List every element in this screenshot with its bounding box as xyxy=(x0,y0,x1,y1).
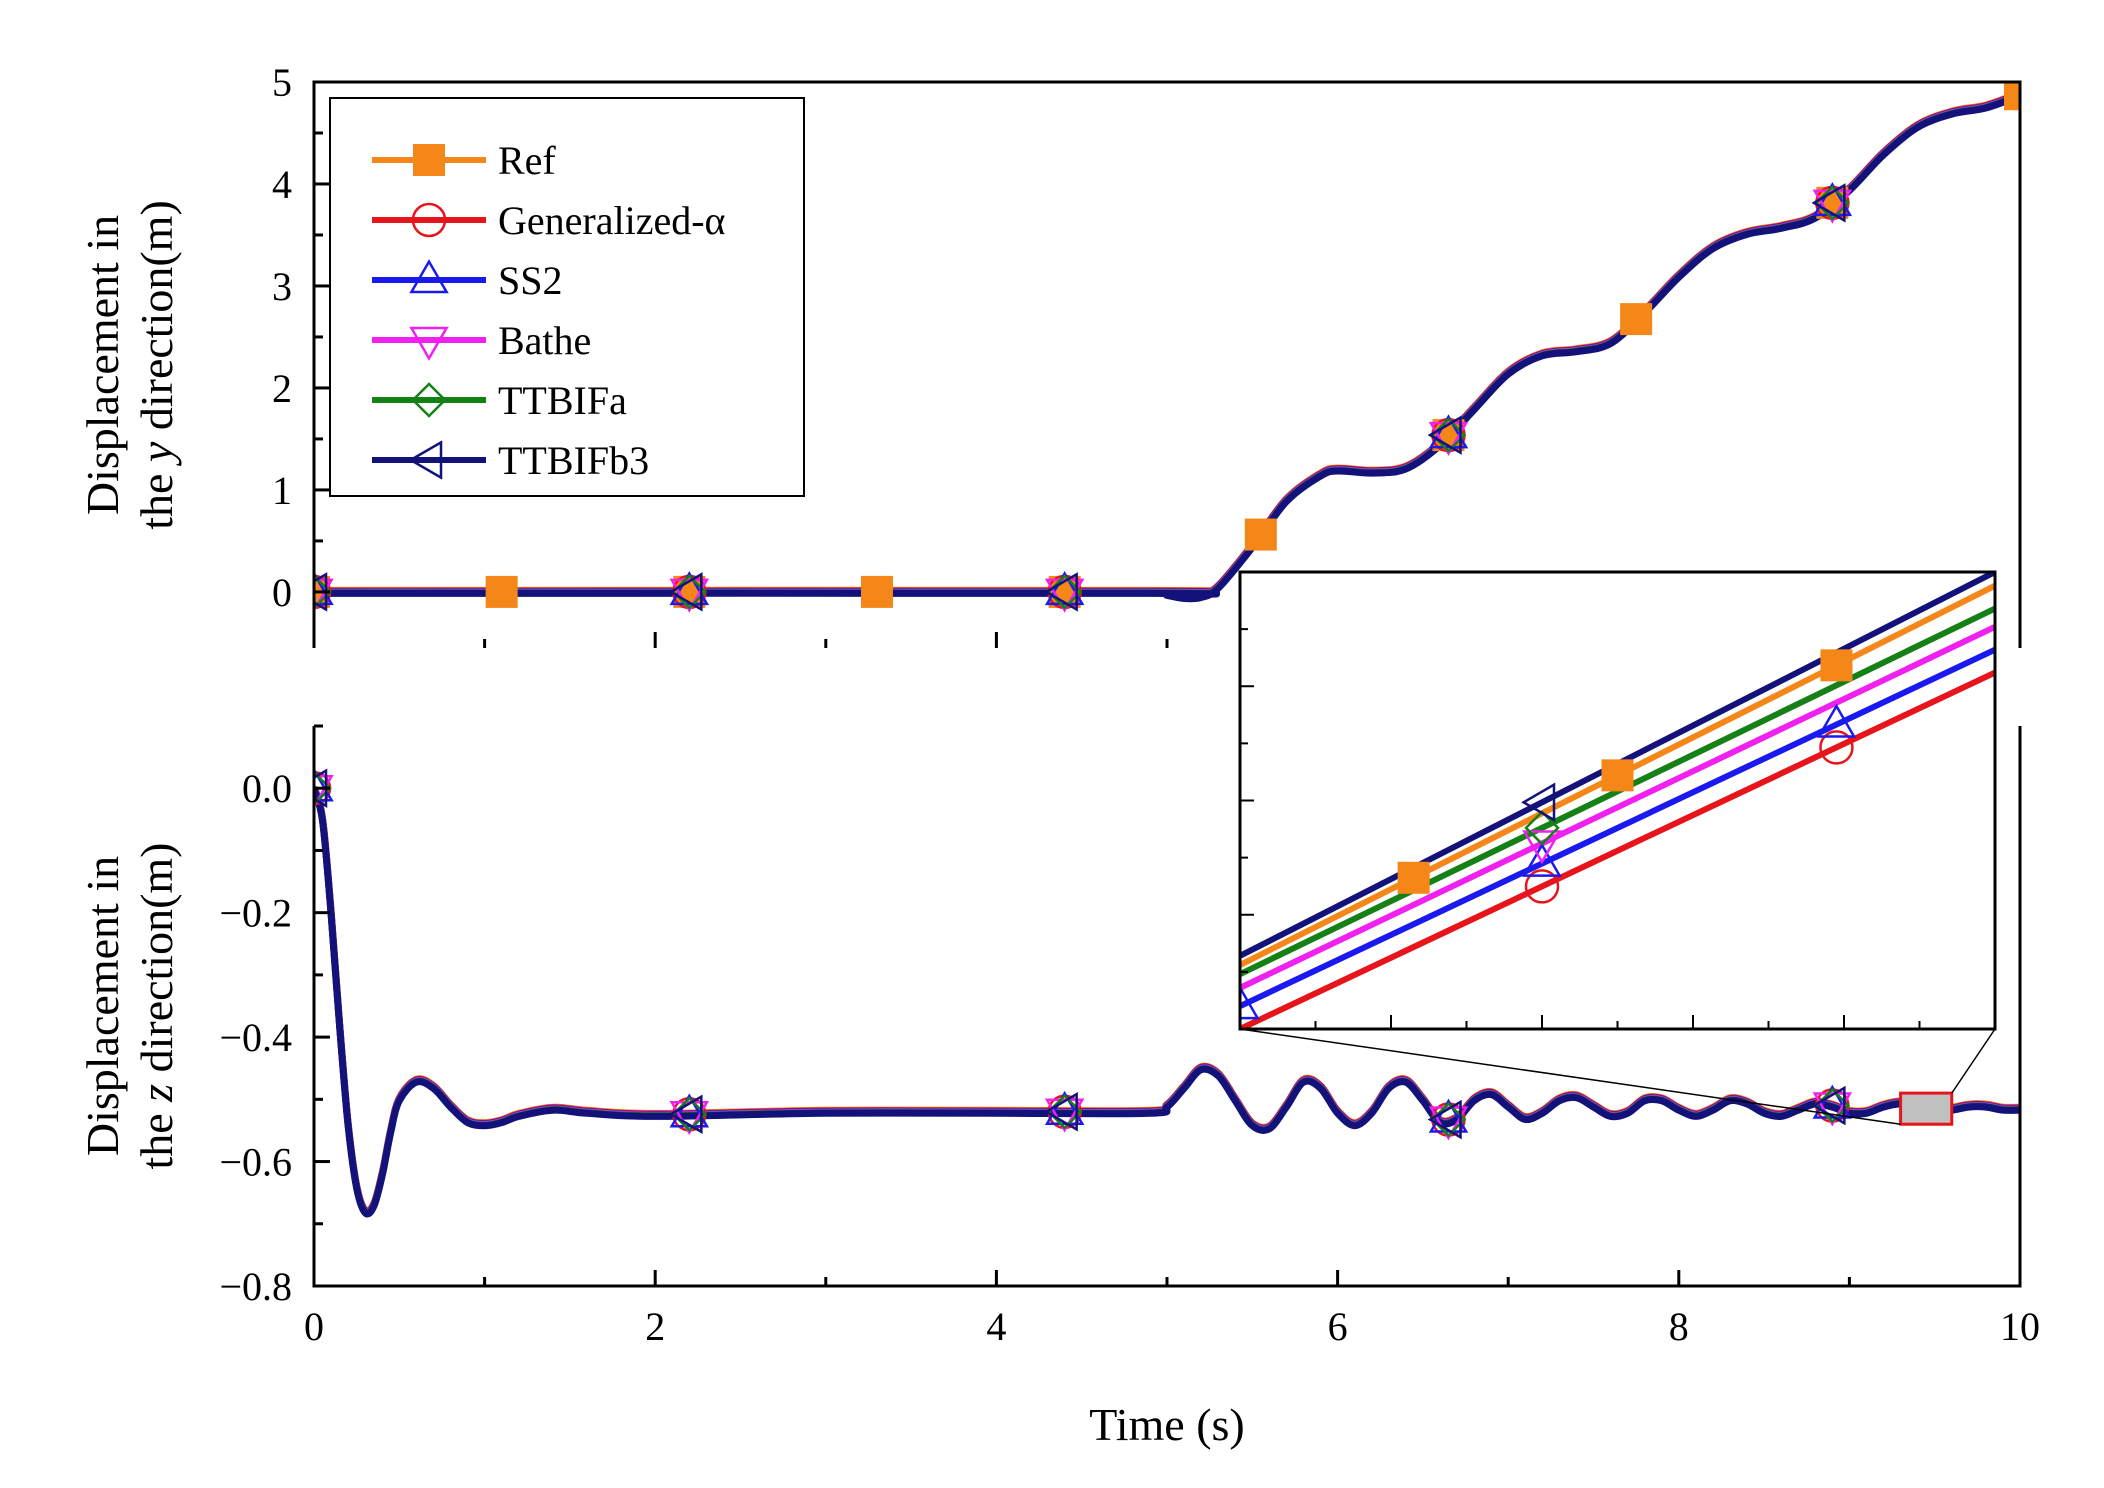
inset-series-line-1 xyxy=(1240,669,1995,1029)
legend-marker-3 xyxy=(409,326,449,361)
legend-marker-2 xyxy=(409,259,449,294)
top-ytick-label: 5 xyxy=(272,60,292,105)
zoom-connector-line xyxy=(1951,1028,1996,1094)
top-ylabel-line2: the y direction(m) xyxy=(131,200,182,530)
top-marker-3 xyxy=(314,578,334,613)
bottom-marker-4 xyxy=(314,770,332,806)
top-marker-5 xyxy=(1811,183,1846,223)
top-marker-0 xyxy=(1244,518,1277,551)
legend-box xyxy=(329,97,805,497)
inset-marker-2 xyxy=(1522,842,1562,877)
top-ytick-label: 3 xyxy=(272,264,292,309)
bottom-ticks xyxy=(312,724,2022,1288)
bottom-marker-5 xyxy=(1427,1099,1462,1140)
bottom-marker-5 xyxy=(1043,1092,1078,1132)
bottom-series-line-5 xyxy=(314,788,2020,1218)
legend-label-3: Bathe xyxy=(498,318,591,363)
top-marker-0 xyxy=(860,575,893,608)
top-marker-0 xyxy=(1620,303,1653,336)
inset-markers xyxy=(1240,649,1857,1020)
inset-series-line-3 xyxy=(1240,624,1995,991)
top-marker-5 xyxy=(668,572,703,612)
top-marker-5 xyxy=(1427,415,1462,455)
legend-marker-1 xyxy=(411,202,447,238)
inset-marker-3 xyxy=(1522,830,1562,865)
top-ytick-label: 0 xyxy=(272,570,292,615)
inset-panel xyxy=(1238,570,1997,1031)
legend-items: Ref Generalized-α SS2 Bathe TTBIFa TTBIFb3 xyxy=(372,138,726,483)
top-ytick-labels: 0 1 2 3 4 5 xyxy=(272,60,292,615)
inset-marker-2 xyxy=(1240,985,1260,1020)
top-marker-5 xyxy=(1043,572,1078,612)
top-ylabel-line2a: the xyxy=(131,462,182,530)
inset-marker-2 xyxy=(1816,703,1857,738)
xtick-label: 6 xyxy=(1328,1304,1348,1349)
inset-series-line-2 xyxy=(1240,646,1995,1009)
inset-marker-0 xyxy=(1601,759,1634,792)
legend-label-2: SS2 xyxy=(498,258,563,303)
bottom-ylabel-italic: z xyxy=(131,1084,182,1103)
bottom-ytick-label: 0.0 xyxy=(242,766,292,811)
xtick-label: 0 xyxy=(304,1304,324,1349)
bottom-panel: 0.0 −0.2 −0.4 −0.6 −0.8 0 2 4 6 8 10 Displacement… xyxy=(77,724,2040,1450)
zoom-highlight-box xyxy=(1899,1091,1954,1126)
bottom-ytick-label: −0.6 xyxy=(219,1140,292,1185)
xtick-label: 4 xyxy=(986,1304,1006,1349)
inset-marker-1 xyxy=(1524,869,1560,904)
legend-label-0: Ref xyxy=(498,138,556,183)
zoom-connector-line xyxy=(1239,1028,1901,1125)
bottom-marker-3 xyxy=(314,774,334,810)
xtick-labels: 0 2 4 6 8 10 xyxy=(304,1304,2040,1349)
bottom-ytick-label: −0.8 xyxy=(219,1264,292,1309)
inset-marker-4 xyxy=(1524,810,1560,846)
top-ylabel-line1: Displacement in xyxy=(77,215,128,515)
bottom-marker-2 xyxy=(314,767,334,802)
inset-marker-1 xyxy=(1819,730,1854,765)
x-axis-title: Time (s) xyxy=(1089,1399,1245,1450)
inset-ticks xyxy=(1240,628,1921,1029)
top-panel: 0 1 2 3 4 5 Displacement in the y direction(m… xyxy=(77,60,2022,648)
bottom-ytick-label: −0.4 xyxy=(219,1015,292,1060)
legend-label-1: Generalized-α xyxy=(498,198,726,243)
xtick-label: 8 xyxy=(1669,1304,1689,1349)
top-ytick-label: 1 xyxy=(272,468,292,513)
bottom-ylabel-line2a: the xyxy=(131,1102,182,1170)
top-markers xyxy=(314,82,2020,613)
bottom-curves xyxy=(314,785,2020,1218)
xtick-label: 2 xyxy=(645,1304,665,1349)
inset-marker-0 xyxy=(1397,861,1430,894)
legend-marker-5 xyxy=(408,440,443,480)
bottom-ylabel-line2: the z direction(m) xyxy=(131,842,182,1169)
bottom-ylabel-line1: Displacement in xyxy=(77,856,128,1156)
bottom-ytick-label: −0.2 xyxy=(219,891,292,936)
top-marker-4 xyxy=(314,574,332,610)
top-marker-2 xyxy=(314,571,334,606)
top-ytick-label: 2 xyxy=(272,366,292,411)
top-marker-0 xyxy=(2004,82,2020,111)
top-ytick-label: 4 xyxy=(272,162,292,207)
top-marker-0 xyxy=(485,575,518,608)
legend-marker-4 xyxy=(411,382,447,418)
top-frame xyxy=(312,80,2022,648)
inset-marker-5 xyxy=(1521,782,1556,823)
legend-label-5: TTBIFb3 xyxy=(498,438,649,483)
bottom-ylabel-line2b: direction(m) xyxy=(131,842,182,1083)
bottom-marker-5 xyxy=(668,1094,703,1135)
legend: Ref Generalized-α SS2 Bathe TTBIFa TTBIFb3 xyxy=(329,97,805,497)
bottom-ytick-labels: 0.0 −0.2 −0.4 −0.6 −0.8 xyxy=(219,766,292,1309)
legend-marker-0 xyxy=(413,144,445,176)
xtick-label: 10 xyxy=(2000,1304,2040,1349)
legend-label-4: TTBIFa xyxy=(498,378,627,423)
inset-marker-0 xyxy=(1820,649,1853,682)
bottom-markers xyxy=(314,767,1853,1141)
top-ylabel-line2b: direction(m) xyxy=(131,200,182,441)
top-ylabel-italic: y xyxy=(131,441,182,466)
